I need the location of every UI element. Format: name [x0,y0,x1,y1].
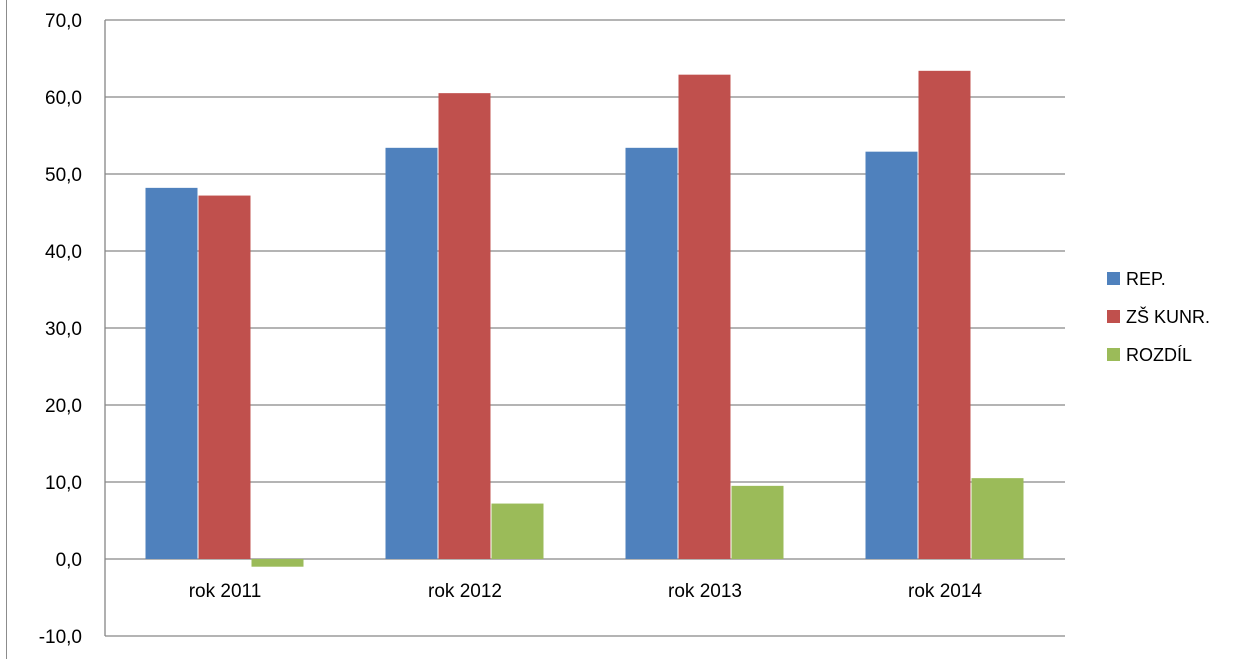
chart-frame [6,0,1246,659]
bar [918,70,971,559]
bar [678,74,731,560]
x-axis-tick-labels: rok 2011 rok 2012 rok 2013 rok 2014 [189,581,983,602]
y-tick-label: 0,0 [56,550,82,571]
bar [625,147,678,559]
x-tick-label: rok 2014 [908,581,982,602]
bar [438,93,491,560]
legend-label: ROZDÍL [1126,345,1192,365]
bar [198,195,251,559]
y-axis-tick-labels: -10,0 0,0 10,0 20,0 30,0 40,0 50,0 60,0 70,0 [39,11,82,648]
bar [385,147,438,559]
bar [491,503,544,559]
x-tick-label: rok 2012 [428,581,502,602]
bar [145,187,198,560]
y-tick-label: 20,0 [45,396,82,417]
bar [971,478,1024,559]
y-tick-label: 40,0 [45,242,82,263]
x-tick-label: rok 2011 [189,581,262,602]
y-tick-label: 10,0 [45,473,82,494]
y-tick-label: -10,0 [39,627,82,648]
legend-swatch [1107,310,1120,323]
bars [145,70,1024,567]
bar [251,559,304,567]
legend-swatch [1107,272,1120,285]
legend-label: REP. [1126,269,1166,289]
bar [731,485,784,559]
legend: REP. ZŠ KUNR. ROZDÍL [1107,269,1210,365]
bar [865,151,918,560]
y-tick-label: 60,0 [45,88,82,109]
legend-swatch [1107,348,1120,361]
y-tick-label: 50,0 [45,165,82,186]
y-tick-label: 30,0 [45,319,82,340]
legend-label: ZŠ KUNR. [1126,306,1210,327]
y-tick-label: 70,0 [45,11,82,32]
x-tick-label: rok 2013 [668,581,742,602]
